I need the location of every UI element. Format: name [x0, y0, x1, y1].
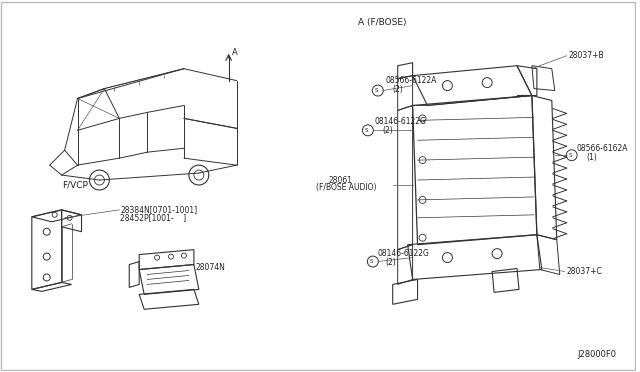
Text: 28074N: 28074N [196, 263, 226, 272]
Text: 08566-6122A: 08566-6122A [386, 76, 437, 85]
Text: (1): (1) [587, 153, 597, 162]
Text: S: S [370, 259, 373, 264]
Text: 08566-6162A: 08566-6162A [577, 144, 628, 153]
Text: 08146-6122G: 08146-6122G [375, 117, 427, 126]
Text: (F/BOSE AUDIO): (F/BOSE AUDIO) [316, 183, 377, 192]
Text: J28000F0: J28000F0 [577, 350, 616, 359]
Text: S: S [365, 128, 369, 133]
Text: 28384N[0701-1001]: 28384N[0701-1001] [120, 205, 197, 214]
Text: 28037+C: 28037+C [566, 267, 602, 276]
Text: 28452P[1001-    ]: 28452P[1001- ] [120, 213, 186, 222]
Text: (2): (2) [386, 258, 397, 267]
Text: F/VCP: F/VCP [61, 180, 88, 189]
Text: A: A [232, 48, 237, 57]
Text: (2): (2) [383, 126, 394, 135]
Text: S: S [569, 153, 572, 158]
Text: A (F/BOSE): A (F/BOSE) [358, 19, 406, 28]
Text: 08146-6122G: 08146-6122G [378, 249, 429, 258]
Text: S: S [375, 88, 378, 93]
Text: 28061: 28061 [328, 176, 352, 185]
Text: 28037+B: 28037+B [569, 51, 604, 60]
Text: (2): (2) [393, 85, 403, 94]
